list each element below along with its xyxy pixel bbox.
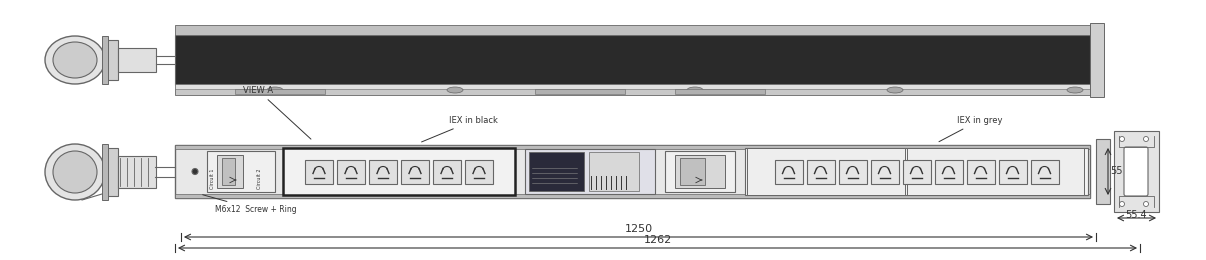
Bar [103, 36, 109, 84]
Bar [305, 159, 333, 184]
Bar [1030, 159, 1059, 184]
Bar [175, 25, 1090, 35]
Bar [935, 159, 962, 184]
Bar [175, 85, 1090, 95]
Text: 55: 55 [1110, 166, 1123, 177]
Bar [675, 155, 725, 188]
Circle shape [1119, 202, 1124, 206]
Text: VIEW A: VIEW A [242, 86, 311, 139]
Text: 1262: 1262 [643, 235, 672, 245]
Bar [175, 194, 1090, 198]
Bar [222, 158, 235, 185]
Bar [1114, 131, 1159, 212]
Bar [466, 159, 493, 184]
Bar [680, 158, 706, 185]
Ellipse shape [53, 42, 96, 78]
Bar [902, 159, 931, 184]
Bar [369, 159, 397, 184]
Bar [175, 84, 1090, 89]
Bar [235, 89, 324, 94]
Bar [807, 159, 835, 184]
Bar [217, 155, 242, 188]
Bar [745, 148, 1088, 195]
Bar [871, 159, 898, 184]
Ellipse shape [447, 87, 463, 93]
Bar [104, 148, 118, 196]
Bar [118, 156, 156, 188]
Bar [774, 159, 802, 184]
Text: 1250: 1250 [625, 224, 652, 234]
Ellipse shape [45, 144, 105, 200]
Bar [118, 48, 156, 72]
Bar [207, 151, 275, 192]
Bar [535, 89, 625, 94]
Bar [175, 35, 1090, 85]
Bar [336, 159, 365, 184]
Circle shape [1143, 136, 1148, 141]
Circle shape [1119, 136, 1124, 141]
Ellipse shape [1067, 87, 1083, 93]
Bar [433, 159, 461, 184]
Bar [175, 145, 1090, 198]
Bar [529, 152, 584, 191]
Bar [589, 152, 639, 191]
Text: IEX in grey: IEX in grey [939, 116, 1002, 142]
Ellipse shape [45, 36, 105, 84]
Text: IEX in black: IEX in black [422, 116, 498, 142]
Circle shape [192, 168, 198, 174]
Text: M6x12  Screw + Ring: M6x12 Screw + Ring [203, 195, 297, 214]
Bar [665, 151, 734, 192]
FancyBboxPatch shape [1124, 147, 1148, 196]
Bar [1096, 139, 1110, 204]
Bar [907, 148, 1084, 195]
Ellipse shape [886, 87, 903, 93]
Bar [966, 159, 995, 184]
Bar [747, 148, 904, 195]
Bar [525, 149, 655, 194]
Ellipse shape [687, 87, 703, 93]
Bar [675, 89, 765, 94]
Bar [999, 159, 1026, 184]
Text: Circuit 2: Circuit 2 [257, 168, 262, 189]
Bar [175, 145, 1090, 149]
Bar [402, 159, 429, 184]
Ellipse shape [53, 151, 96, 193]
Ellipse shape [267, 87, 283, 93]
Bar [838, 159, 866, 184]
Text: 55.4: 55.4 [1125, 210, 1147, 220]
Bar [1090, 23, 1103, 97]
Circle shape [1143, 202, 1148, 206]
Bar [283, 148, 515, 195]
Bar [103, 144, 109, 200]
Bar [104, 40, 118, 80]
Text: Circuit 1: Circuit 1 [210, 168, 215, 189]
